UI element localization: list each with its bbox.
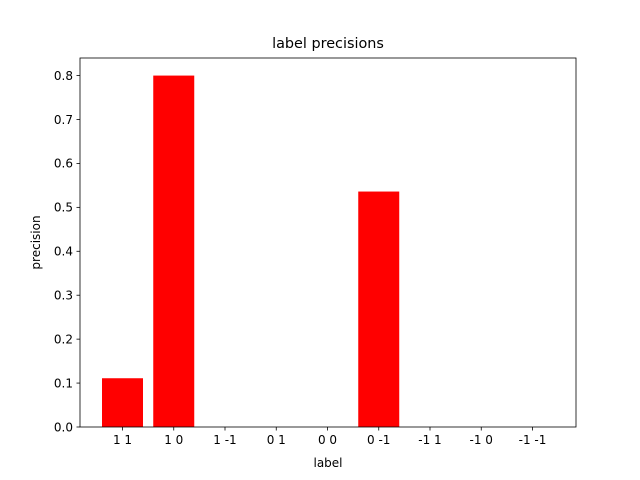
- x-tick-label: 1 -1: [213, 433, 236, 447]
- y-tick-label: 0.7: [54, 113, 73, 127]
- y-tick-label: 0.5: [54, 201, 73, 215]
- x-tick-label: 1 0: [164, 433, 183, 447]
- x-tick-label: 0 0: [318, 433, 337, 447]
- bar: [153, 75, 195, 428]
- plot-frame: [79, 57, 577, 428]
- y-tick-label: 0.6: [54, 157, 73, 171]
- y-tick-label: 0.4: [54, 245, 73, 259]
- y-tick-label: 0.1: [54, 376, 73, 390]
- x-tick-label: -1 1: [418, 433, 441, 447]
- y-axis-label: precision: [29, 215, 43, 269]
- y-tick-label: 0.2: [54, 332, 73, 346]
- y-tick-label: 0.0: [54, 420, 73, 434]
- x-tick-label: -1 -1: [519, 433, 547, 447]
- x-tick-label: 1 1: [113, 433, 132, 447]
- y-axis-ticks: 0.0 0.1 0.2 0.3 0.4 0.5 0.6 0.7 0.8: [54, 69, 80, 434]
- x-tick-label: -1 0: [470, 433, 493, 447]
- bars: [102, 75, 400, 428]
- x-tick-label: 0 1: [267, 433, 286, 447]
- y-tick-label: 0.3: [54, 289, 73, 303]
- x-axis-ticks: 1 1 1 0 1 -1 0 1 0 0 0 -1 -1 1 -1 0 -1 -1: [113, 427, 546, 447]
- bar: [358, 191, 400, 427]
- bar: [102, 378, 143, 427]
- y-tick-label: 0.8: [54, 69, 73, 83]
- x-axis-label: label: [313, 456, 342, 470]
- chart-title: label precisions: [272, 36, 384, 52]
- x-tick-label: 0 -1: [367, 433, 390, 447]
